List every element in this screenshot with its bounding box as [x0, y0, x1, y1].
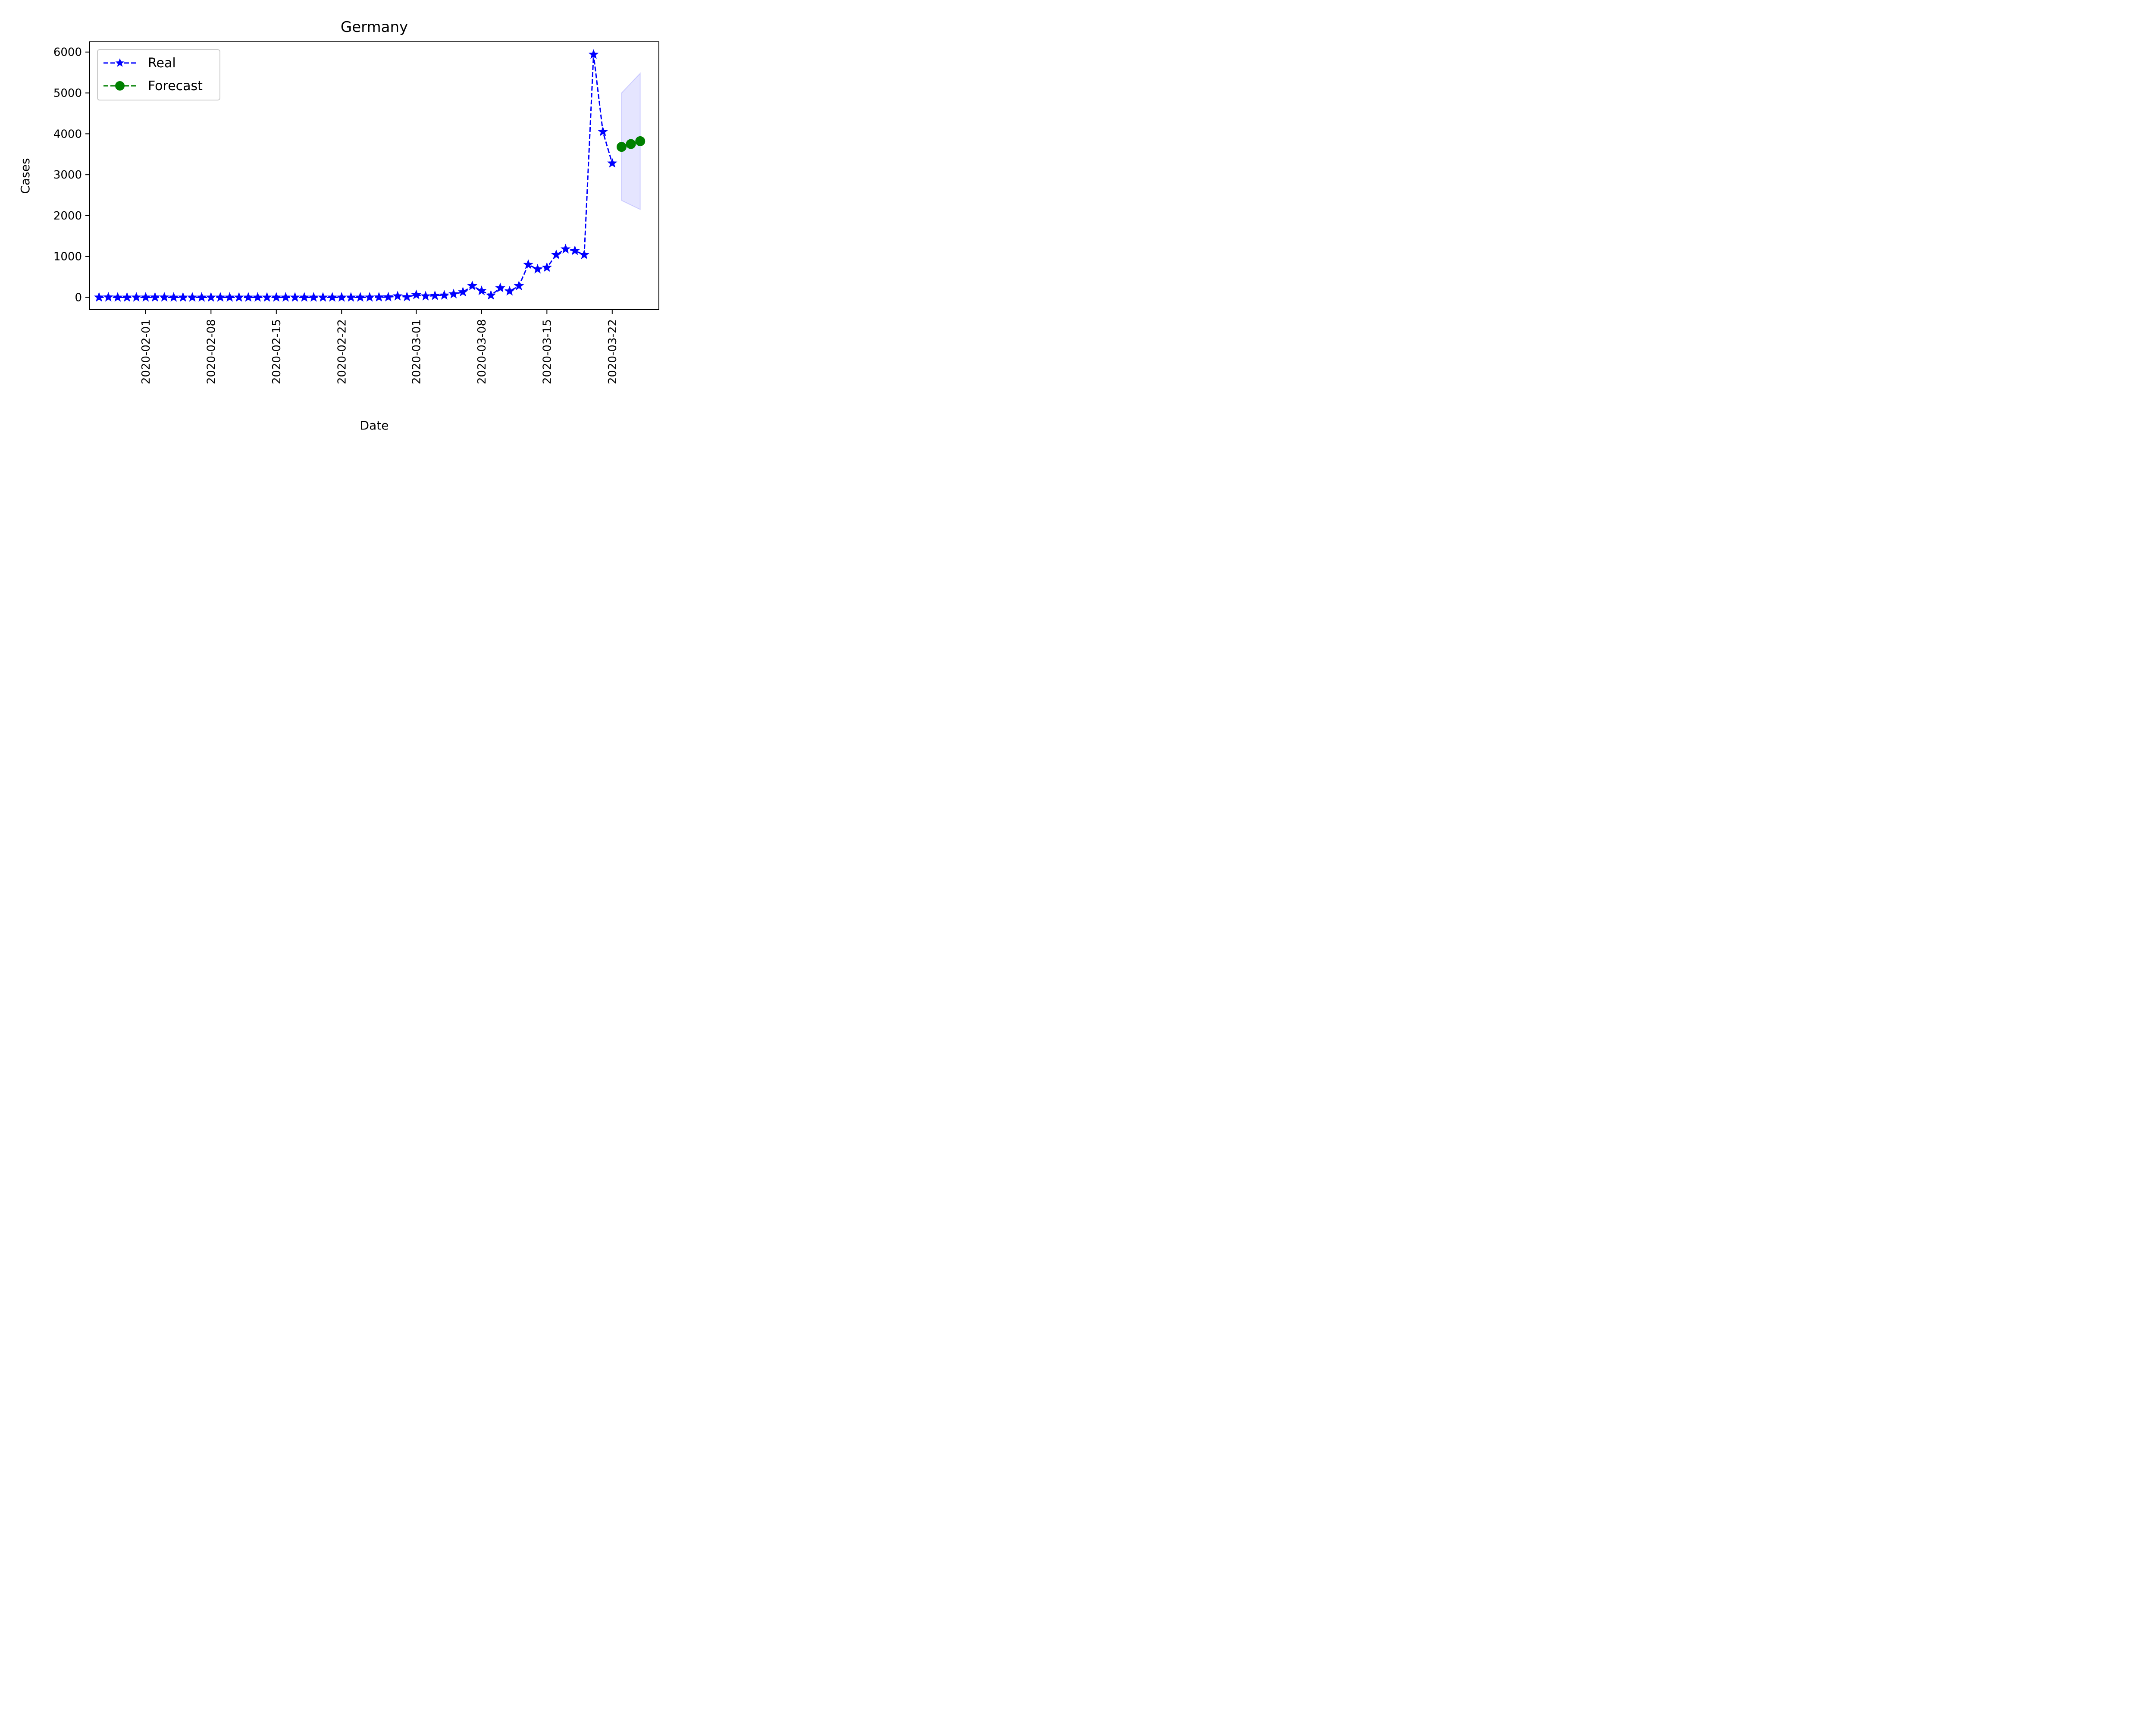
x-tick-label: 2020-03-22	[606, 319, 619, 384]
legend: Real Forecast	[97, 49, 220, 100]
legend-entry-real: Real	[103, 56, 176, 71]
y-tick-label: 1000	[53, 251, 82, 263]
legend-label-forecast: Forecast	[148, 78, 203, 94]
data-point-real	[429, 290, 440, 300]
data-point-real	[271, 292, 282, 302]
data-point-real	[560, 244, 571, 254]
plot-area	[94, 49, 646, 302]
data-point-real	[224, 292, 235, 302]
data-point-real	[467, 280, 478, 291]
data-point-real	[206, 292, 216, 302]
data-point-real	[607, 158, 617, 168]
data-point-real	[215, 292, 226, 302]
data-point-real	[579, 249, 589, 260]
x-tick-label: 2020-02-08	[205, 319, 218, 384]
x-axis: 2020-02-01 2020-02-08 2020-02-15 2020-02-22…	[140, 310, 619, 384]
chart-title: Germany	[341, 19, 408, 36]
data-point-real	[103, 292, 114, 302]
data-point-real	[383, 292, 394, 302]
data-point-real	[327, 292, 338, 302]
data-point-real	[504, 285, 515, 296]
data-point-real	[113, 292, 123, 302]
x-tick-label: 2020-03-15	[541, 319, 554, 384]
data-point-real	[374, 292, 384, 302]
data-point-real	[439, 290, 450, 300]
data-point-real	[252, 292, 263, 302]
data-point-real	[234, 292, 244, 302]
data-point-forecast	[616, 142, 627, 152]
data-point-real	[476, 285, 487, 295]
legend-marker-forecast	[115, 81, 125, 91]
x-tick-label: 2020-02-15	[270, 319, 283, 384]
data-point-real	[187, 292, 197, 302]
series-forecast	[616, 136, 646, 152]
y-tick-label: 6000	[53, 46, 82, 59]
data-point-real	[448, 289, 459, 299]
x-axis-title: Date	[360, 418, 389, 433]
data-point-real	[168, 292, 179, 302]
y-tick-label: 2000	[53, 210, 82, 223]
x-tick-label: 2020-03-01	[410, 319, 423, 384]
y-tick-label: 4000	[53, 128, 82, 141]
data-point-real	[243, 292, 254, 302]
data-point-real	[523, 259, 533, 269]
data-point-real	[299, 292, 310, 302]
legend-box	[97, 49, 220, 100]
data-point-real	[532, 263, 543, 274]
legend-entry-forecast: Forecast	[103, 78, 203, 94]
y-tick-label: 0	[75, 292, 82, 304]
series-real	[94, 49, 617, 302]
line-chart: 2020-02-01 2020-02-08 2020-02-15 2020-02-22…	[0, 0, 673, 448]
data-point-real	[150, 292, 160, 302]
data-point-real	[178, 292, 188, 302]
data-point-real	[420, 291, 431, 301]
data-point-real	[280, 292, 291, 302]
data-point-real	[318, 292, 328, 302]
data-point-real	[364, 292, 375, 302]
legend-marker-real	[115, 58, 125, 67]
data-point-forecast	[626, 139, 636, 149]
plot-frame	[89, 41, 659, 310]
legend-label-real: Real	[148, 56, 176, 71]
data-point-real	[308, 292, 319, 302]
data-point-real	[131, 292, 142, 302]
data-point-real	[401, 292, 412, 301]
y-tick-label: 3000	[53, 169, 82, 182]
data-point-real	[486, 290, 496, 300]
data-point-real	[514, 280, 524, 291]
data-point-real	[598, 126, 608, 136]
data-point-real	[588, 49, 599, 59]
data-point-real	[336, 292, 347, 302]
data-point-real	[495, 282, 505, 292]
data-point-real	[551, 249, 561, 260]
data-point-real	[411, 289, 422, 299]
data-point-real	[570, 245, 580, 255]
data-point-real	[262, 292, 272, 302]
data-point-real	[392, 291, 403, 301]
y-tick-label: 5000	[53, 87, 82, 100]
data-point-real	[122, 292, 132, 302]
x-tick-label: 2020-02-22	[335, 319, 348, 384]
x-tick-label: 2020-03-08	[476, 319, 489, 384]
y-axis: 0 1000 2000 3000 4000 5000 6000	[53, 46, 90, 304]
data-point-forecast	[635, 136, 646, 146]
data-point-real	[355, 292, 366, 302]
data-point-real	[290, 292, 300, 302]
data-point-real	[141, 292, 151, 302]
data-point-real	[346, 292, 356, 302]
data-point-real	[196, 292, 207, 302]
data-point-real	[159, 292, 169, 302]
data-point-real	[458, 286, 468, 297]
x-tick-label: 2020-02-01	[140, 319, 153, 384]
y-axis-title: Cases	[18, 158, 32, 194]
data-point-real	[94, 292, 104, 302]
data-point-real	[542, 262, 552, 272]
